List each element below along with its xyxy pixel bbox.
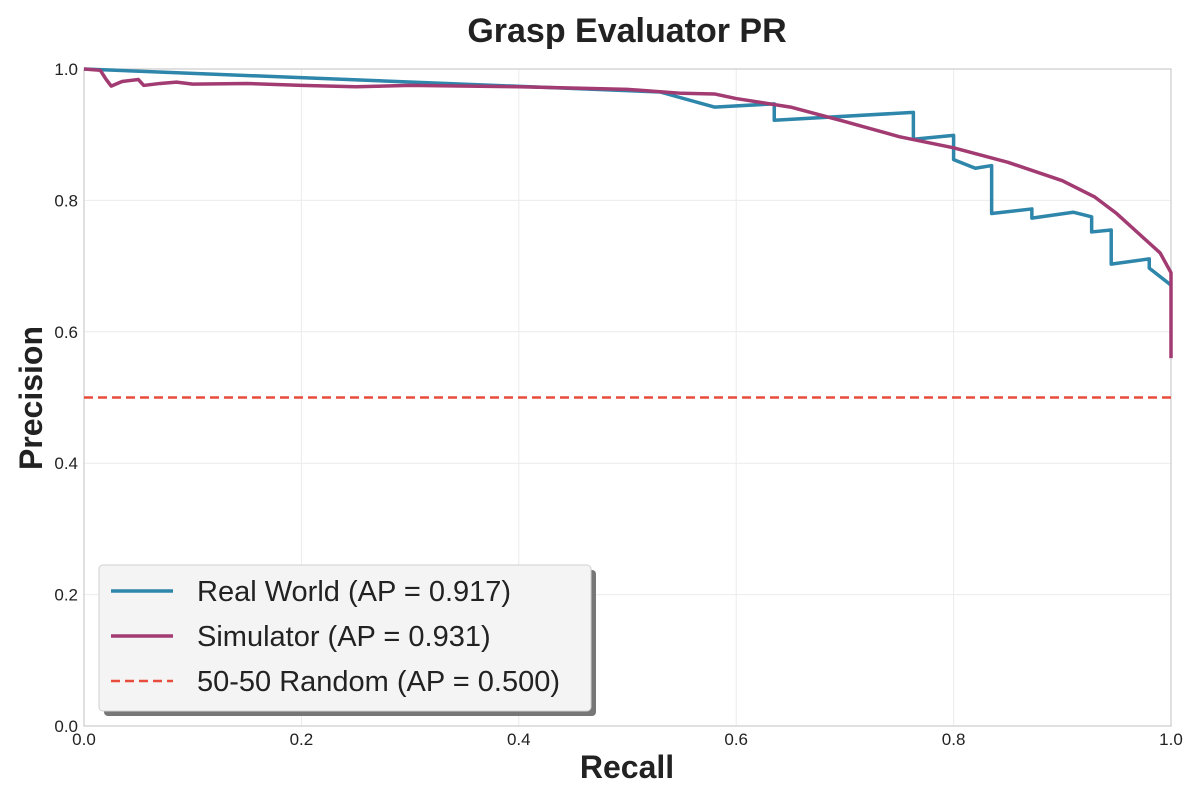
y-tick-label: 0.2 xyxy=(54,586,78,605)
legend-box xyxy=(98,564,592,712)
legend-entry-random: 50-50 Random (AP = 0.500) xyxy=(111,666,560,698)
y-tick-label: 0.4 xyxy=(54,454,78,473)
legend: Real World (AP = 0.917) Simulator (AP = 0… xyxy=(98,564,596,716)
legend-entry-simulator: Simulator (AP = 0.931) xyxy=(111,621,491,653)
x-tick-label: 0.0 xyxy=(72,730,96,749)
legend-label: Simulator (AP = 0.931) xyxy=(197,621,491,653)
x-tick-label: 0.8 xyxy=(942,730,966,749)
real-world-line xyxy=(83,67,1173,287)
x-tick-label: 0.6 xyxy=(724,730,748,749)
tick-labels: 0.0 0.2 0.4 0.6 0.8 1.0 0.0 0.2 0.4 0.6 0.8 1.0 xyxy=(54,60,1182,749)
legend-label: 50-50 Random (AP = 0.500) xyxy=(197,666,560,698)
y-tick-label: 1.0 xyxy=(54,60,78,79)
y-tick-label: 0.0 xyxy=(54,717,78,736)
series-layer xyxy=(83,67,1173,399)
legend-entry-real-world: Real World (AP = 0.917) xyxy=(111,576,511,608)
simulator-line xyxy=(83,67,1173,359)
x-tick-label: 1.0 xyxy=(1159,730,1183,749)
x-axis-label: Recall xyxy=(580,749,674,785)
y-tick-label: 0.6 xyxy=(54,323,78,342)
legend-label: Real World (AP = 0.917) xyxy=(197,576,511,608)
x-tick-label: 0.2 xyxy=(290,730,314,749)
y-axis-label: Precision xyxy=(13,326,49,470)
chart-title: Grasp Evaluator PR xyxy=(467,12,786,50)
x-tick-label: 0.4 xyxy=(507,730,531,749)
legend-entries: Real World (AP = 0.917) Simulator (AP = 0… xyxy=(111,576,560,698)
y-tick-label: 0.8 xyxy=(54,191,78,210)
